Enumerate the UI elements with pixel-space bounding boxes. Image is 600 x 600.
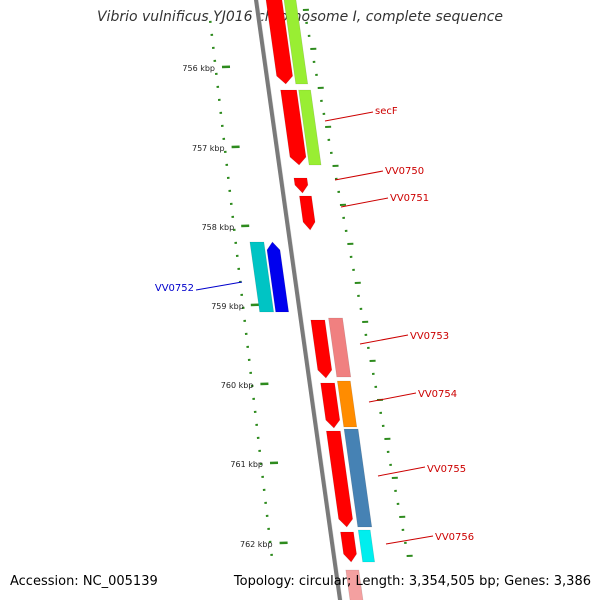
- genome-backbone: [253, 0, 343, 600]
- tick-label: 756 kbp: [182, 64, 215, 73]
- match-bar: [343, 428, 373, 528]
- gene-label-VV0753: VV0753: [410, 331, 449, 342]
- tick-label: 757 kbp: [192, 144, 225, 153]
- gene-arrow-VV0753: [310, 319, 333, 379]
- map-title: Vibrio vulnificus YJ016 chromosome I, co…: [96, 9, 504, 25]
- gene-arrow-g1: [265, 0, 293, 85]
- gene-arrow-VV0751: [299, 195, 316, 231]
- tick-label: 760 kbp: [221, 381, 254, 390]
- gene-arrow-VV0750: [293, 177, 309, 194]
- leader-line-secF: [324, 111, 374, 122]
- gene-arrow-partial: [345, 569, 364, 600]
- leader-line-VV0752: [195, 281, 243, 291]
- gene-label-VV0756: VV0756: [435, 532, 474, 543]
- gene-label-VV0750: VV0750: [385, 166, 424, 177]
- gene-arrow-VV0754: [320, 382, 341, 429]
- tick-label: 759 kbp: [211, 302, 244, 311]
- leader-line-VV0754: [368, 392, 417, 403]
- match-bar: [328, 317, 352, 378]
- gene-label-VV0751: VV0751: [390, 193, 429, 204]
- leader-line-VV0753: [359, 334, 409, 345]
- match-bar: [249, 241, 275, 313]
- match-bar: [298, 89, 322, 166]
- gene-label-VV0752: VV0752: [155, 283, 194, 294]
- leader-line-VV0750: [334, 170, 384, 181]
- leader-line-VV0756: [385, 535, 434, 545]
- leader-line-VV0755: [377, 466, 426, 477]
- accession-text: Accession: NC_005139: [10, 574, 158, 589]
- match-bar: [283, 0, 309, 85]
- gene-label-VV0754: VV0754: [418, 389, 457, 400]
- tick-label: 758 kbp: [202, 223, 235, 232]
- match-bar: [336, 380, 358, 428]
- gene-label-VV0755: VV0755: [427, 464, 466, 475]
- gene-arrow-VV0756: [340, 531, 357, 563]
- match-bar: [357, 529, 376, 563]
- tick-label: 762 kbp: [240, 540, 273, 549]
- gene-arrow-VV0755: [325, 430, 353, 528]
- tick-label: 761 kbp: [230, 460, 263, 469]
- gene-arrow-secF: [280, 89, 307, 166]
- gene-label-secF: secF: [375, 106, 398, 117]
- genome-summary-text: Topology: circular; Length: 3,354,505 bp…: [233, 574, 591, 589]
- leader-line-VV0751: [340, 197, 389, 208]
- gene-arrow-VV0752: [266, 241, 290, 313]
